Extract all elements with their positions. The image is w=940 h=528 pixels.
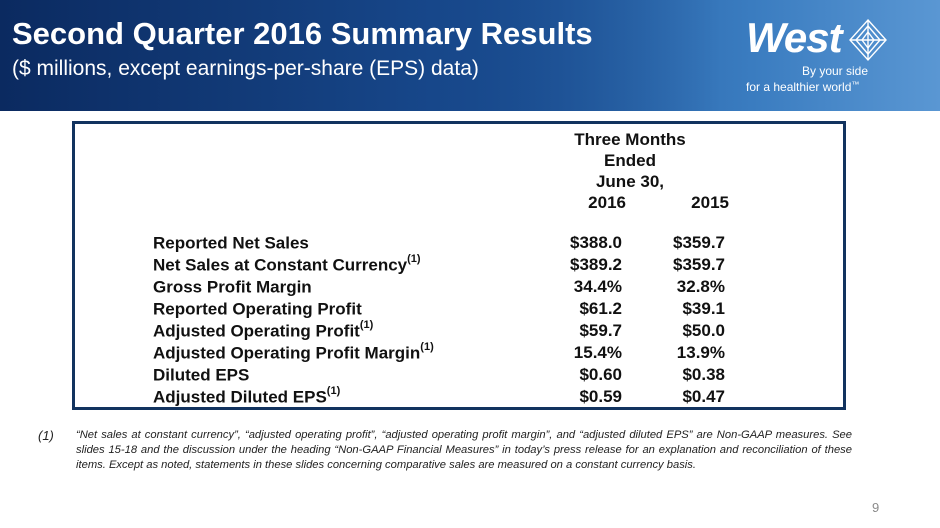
value-2016: $61.2 bbox=[579, 299, 622, 318]
slide-subtitle: ($ millions, except earnings-per-share (… bbox=[12, 57, 479, 80]
table-row: Reported Net Sales $388.0 $359.7 bbox=[75, 233, 845, 255]
row-label: Adjusted Diluted EPS(1) bbox=[153, 385, 341, 407]
results-table: Three Months Ended June 30, 2016 2015 Re… bbox=[72, 121, 846, 410]
west-logo: West By your side for a healthier world™ bbox=[746, 14, 936, 100]
row-label: Net Sales at Constant Currency(1) bbox=[153, 253, 421, 275]
period-header-line-1: Three Months bbox=[574, 130, 686, 149]
header-gradient-band bbox=[0, 0, 720, 111]
table-row: Adjusted Operating Profit Margin(1) 15.4… bbox=[75, 341, 845, 365]
value-2016: 15.4% bbox=[573, 343, 622, 362]
logo-tagline-2: for a healthier world™ bbox=[746, 80, 860, 94]
logo-diamond-mark-icon bbox=[849, 18, 887, 62]
footnote-marker: (1) bbox=[38, 428, 54, 443]
row-label: Adjusted Operating Profit(1) bbox=[153, 319, 374, 341]
row-label: Adjusted Operating Profit Margin(1) bbox=[153, 341, 434, 363]
trademark-symbol: ™ bbox=[851, 80, 860, 89]
value-2015: 13.9% bbox=[676, 343, 725, 362]
row-label: Reported Operating Profit bbox=[153, 299, 362, 319]
value-2015: $50.0 bbox=[682, 321, 725, 340]
column-header-2016: 2016 bbox=[588, 193, 626, 212]
period-header-line-2: Ended bbox=[604, 151, 656, 170]
table-row: Adjusted Operating Profit(1) $59.7 $50.0 bbox=[75, 319, 845, 343]
table-row: Net Sales at Constant Currency(1) $389.2… bbox=[75, 253, 845, 277]
value-2016: $389.2 bbox=[570, 255, 622, 274]
table-row: Adjusted Diluted EPS(1) $0.59 $0.47 bbox=[75, 385, 845, 409]
footnote-text: “Net sales at constant currency”, “adjus… bbox=[76, 429, 852, 471]
value-2016: 34.4% bbox=[573, 277, 622, 296]
value-2015: $0.47 bbox=[682, 387, 725, 406]
table-row: Diluted EPS $0.60 $0.38 bbox=[75, 365, 845, 387]
period-header-line-3: June 30, bbox=[595, 172, 665, 191]
slide-title: Second Quarter 2016 Summary Results bbox=[12, 16, 593, 51]
logo-tagline-1: By your side bbox=[802, 64, 869, 78]
value-2016: $59.7 bbox=[579, 321, 622, 340]
value-2015: $0.38 bbox=[682, 365, 725, 384]
row-label: Reported Net Sales bbox=[153, 233, 309, 253]
table-row: Reported Operating Profit $61.2 $39.1 bbox=[75, 299, 845, 321]
table-row: Gross Profit Margin 34.4% 32.8% bbox=[75, 277, 845, 299]
value-2015: $359.7 bbox=[673, 255, 725, 274]
page-number: 9 bbox=[872, 500, 880, 515]
value-2015: 32.8% bbox=[676, 277, 725, 296]
logo-wordmark: West bbox=[746, 14, 843, 61]
value-2016: $0.59 bbox=[579, 387, 622, 406]
value-2016: $0.60 bbox=[579, 365, 622, 384]
value-2015: $359.7 bbox=[673, 233, 725, 252]
header-banner: Second Quarter 2016 Summary Results ($ m… bbox=[0, 0, 940, 111]
column-header-2015: 2015 bbox=[691, 193, 729, 212]
row-label: Gross Profit Margin bbox=[153, 277, 312, 297]
value-2016: $388.0 bbox=[570, 233, 622, 252]
row-label: Diluted EPS bbox=[153, 365, 250, 385]
value-2015: $39.1 bbox=[682, 299, 725, 318]
